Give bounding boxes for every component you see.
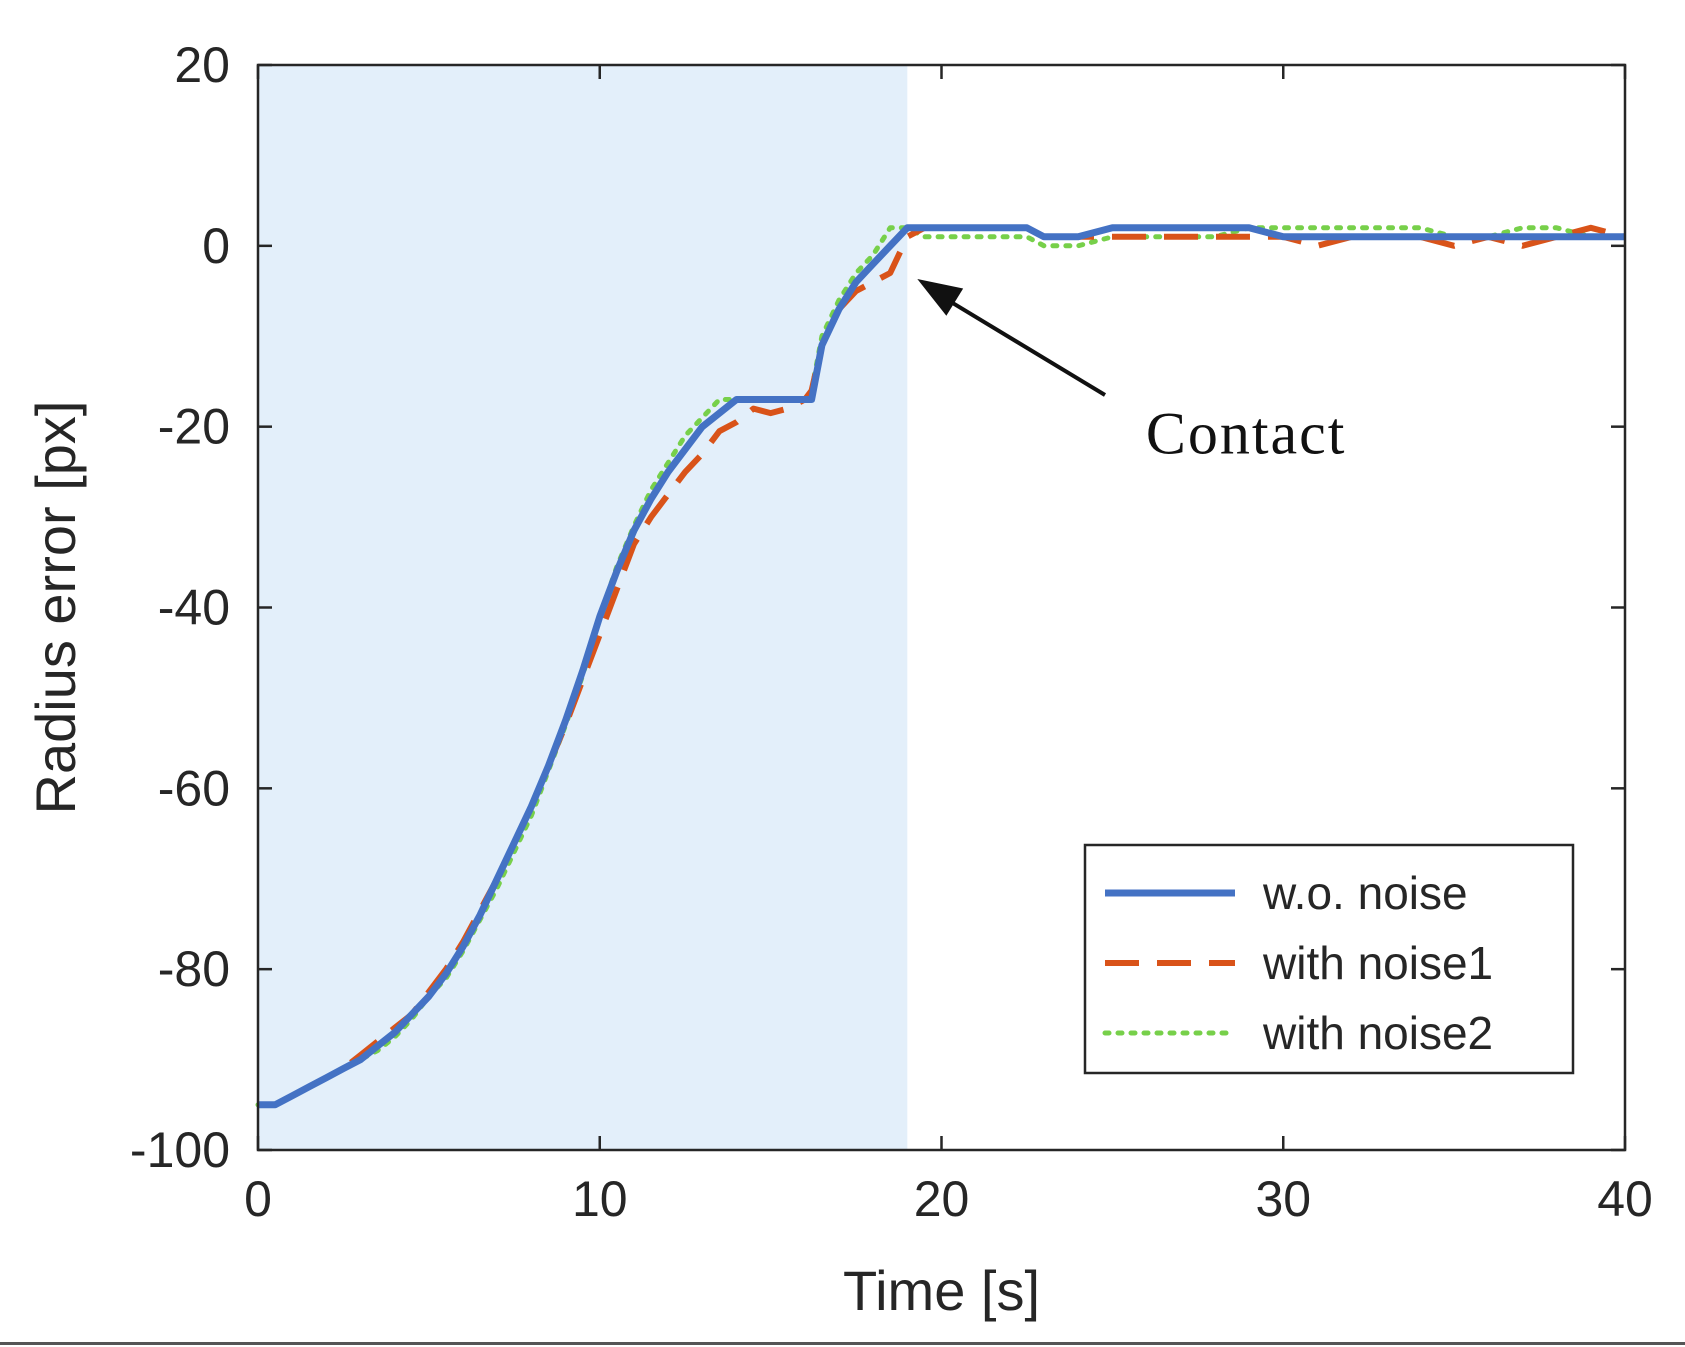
- y-tick-label: -100: [130, 1122, 230, 1178]
- x-tick-label: 10: [572, 1171, 628, 1227]
- x-tick-label: 40: [1597, 1171, 1653, 1227]
- series-layer: [255, 224, 1628, 1109]
- annotation-arrow-head: [917, 278, 964, 316]
- y-axis-label: Radius error [px]: [24, 401, 87, 815]
- annotation-label: Contact: [1146, 401, 1347, 467]
- annotation-arrow-shaft: [938, 293, 1107, 397]
- x-tick-label: 20: [914, 1171, 970, 1227]
- legend-box: [1083, 843, 1575, 1075]
- series-line-w-o-noise: [258, 224, 1625, 1109]
- shaded-region: [258, 65, 908, 1150]
- series-line-with-noise2: [255, 225, 1628, 1108]
- ticks-layer: 0 10 20 30 40 -100 -80 -60 -40 -20 0 20 Time [s] Radi…: [24, 37, 1653, 1322]
- x-axis-label: Time [s]: [843, 1259, 1040, 1322]
- y-tick-label: 0: [202, 218, 230, 274]
- bottom-rule: [0, 1342, 1685, 1345]
- legend-label: with noise1: [1262, 937, 1493, 989]
- y-tick-label: -40: [158, 580, 230, 636]
- y-tick-label: -20: [158, 399, 230, 455]
- legend-label: w.o. noise: [1262, 867, 1468, 919]
- legend-label: with noise2: [1262, 1007, 1493, 1059]
- x-tick-label: 30: [1255, 1171, 1311, 1227]
- x-tick-label: 0: [244, 1171, 272, 1227]
- y-tick-label: -60: [158, 760, 230, 816]
- legend: w.o. noise with noise1 with noise2: [1083, 843, 1575, 1075]
- annotation-layer: Contact: [917, 278, 1347, 467]
- y-tick-label: 20: [174, 37, 230, 93]
- shaded-region-layer: [258, 65, 908, 1150]
- y-tick-label: -80: [158, 941, 230, 997]
